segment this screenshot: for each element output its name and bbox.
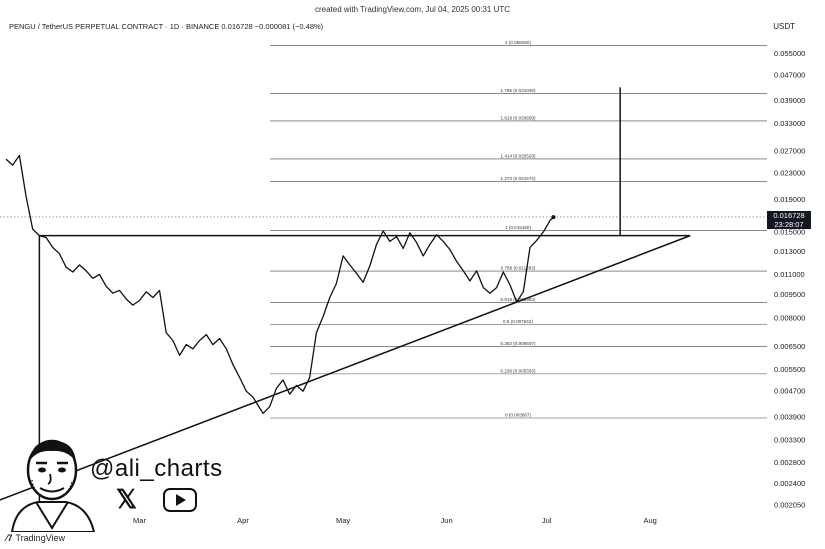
fib-level-label: 1.414 (0.025529): [501, 153, 536, 158]
current-price-tag: 0.016728 23:28:07: [767, 211, 811, 229]
x-logo-icon[interactable]: 𝕏: [116, 484, 137, 514]
price-series: [5, 154, 556, 415]
y-tick-label: 0.002050: [774, 501, 805, 510]
last-price-point: [551, 215, 556, 220]
x-tick-label: Aug: [644, 516, 657, 525]
y-tick-label: 0.005500: [774, 365, 805, 374]
currency-label: USDT: [773, 22, 795, 31]
price-line: [5, 154, 554, 415]
y-tick-label: 0.002800: [774, 458, 805, 467]
y-tick-label: 0.039000: [774, 96, 805, 105]
fib-level-label: 0.382 (0.006507): [501, 341, 536, 346]
y-tick-label: 0.013000: [774, 247, 805, 256]
author-avatar: [10, 439, 96, 532]
fib-level-label: 1.786 (0.041048): [501, 88, 536, 93]
x-tick-label: Apr: [237, 516, 249, 525]
fib-level-label: 1.272 (0.021672): [501, 176, 536, 181]
y-tick-label: 0.055000: [774, 49, 805, 58]
fibonacci-levels: 0 (0.003867) 0.236 (0.005333) 0.382 (0.006…: [270, 40, 767, 419]
tradingview-logo-text: TradingView: [15, 533, 66, 543]
fib-level-label: 0.786 (0.011282): [501, 266, 536, 271]
y-tick-label: 0.004700: [774, 387, 805, 396]
tradingview-logo: ⁄7 TradingView: [6, 533, 65, 543]
y-tick-label: 0.006500: [774, 342, 805, 351]
x-tick-label: Jul: [542, 516, 552, 525]
current-price-value: 0.016728: [773, 211, 805, 220]
time-axis[interactable]: FebMarAprMayJunJulAug: [40, 516, 657, 525]
author-handle: @ali_charts: [90, 455, 223, 482]
y-tick-label: 0.002400: [774, 479, 805, 488]
x-tick-label: Jun: [441, 516, 453, 525]
chart-drawings: [0, 87, 767, 508]
y-tick-label: 0.047000: [774, 71, 805, 80]
y-tick-label: 0.003900: [774, 412, 805, 421]
symbol-legend: PENGU / TetherUS PERPETUAL CONTRACT · 1D…: [9, 22, 324, 31]
tradingview-mark-icon: ⁄7: [6, 533, 13, 543]
fib-level-label: 0.236 (0.005333): [501, 368, 536, 373]
fib-level-label: 0 (0.003867): [505, 413, 532, 418]
y-tick-label: 0.033000: [774, 119, 805, 128]
created-note: created with TradingView.com, Jul 04, 20…: [314, 5, 511, 14]
price-axis[interactable]: 0.055000 0.047000 0.039000 0.033000 0.027000…: [774, 49, 805, 510]
y-tick-label: 0.009500: [774, 290, 805, 299]
youtube-icon[interactable]: [163, 488, 197, 512]
fib-level-label: 1 (0.015150): [505, 225, 532, 230]
x-tick-label: Mar: [133, 516, 146, 525]
y-tick-label: 0.008000: [774, 314, 805, 323]
fib-level-label: 2 (0.058250): [505, 40, 532, 45]
ascending-trendline: [0, 234, 691, 501]
bar-countdown: 23:28:07: [774, 220, 804, 229]
y-tick-label: 0.027000: [774, 147, 805, 156]
y-tick-label: 0.011000: [774, 270, 805, 279]
y-tick-label: 0.003300: [774, 435, 805, 444]
x-tick-label: May: [336, 516, 350, 525]
fib-level-label: 1.618 (0.033659): [501, 115, 536, 120]
fib-level-label: 0.5 (0.007642): [503, 319, 533, 324]
y-tick-label: 0.019000: [774, 195, 805, 204]
y-tick-label: 0.023000: [774, 169, 805, 178]
y-tick-label: 0.015000: [774, 227, 805, 236]
